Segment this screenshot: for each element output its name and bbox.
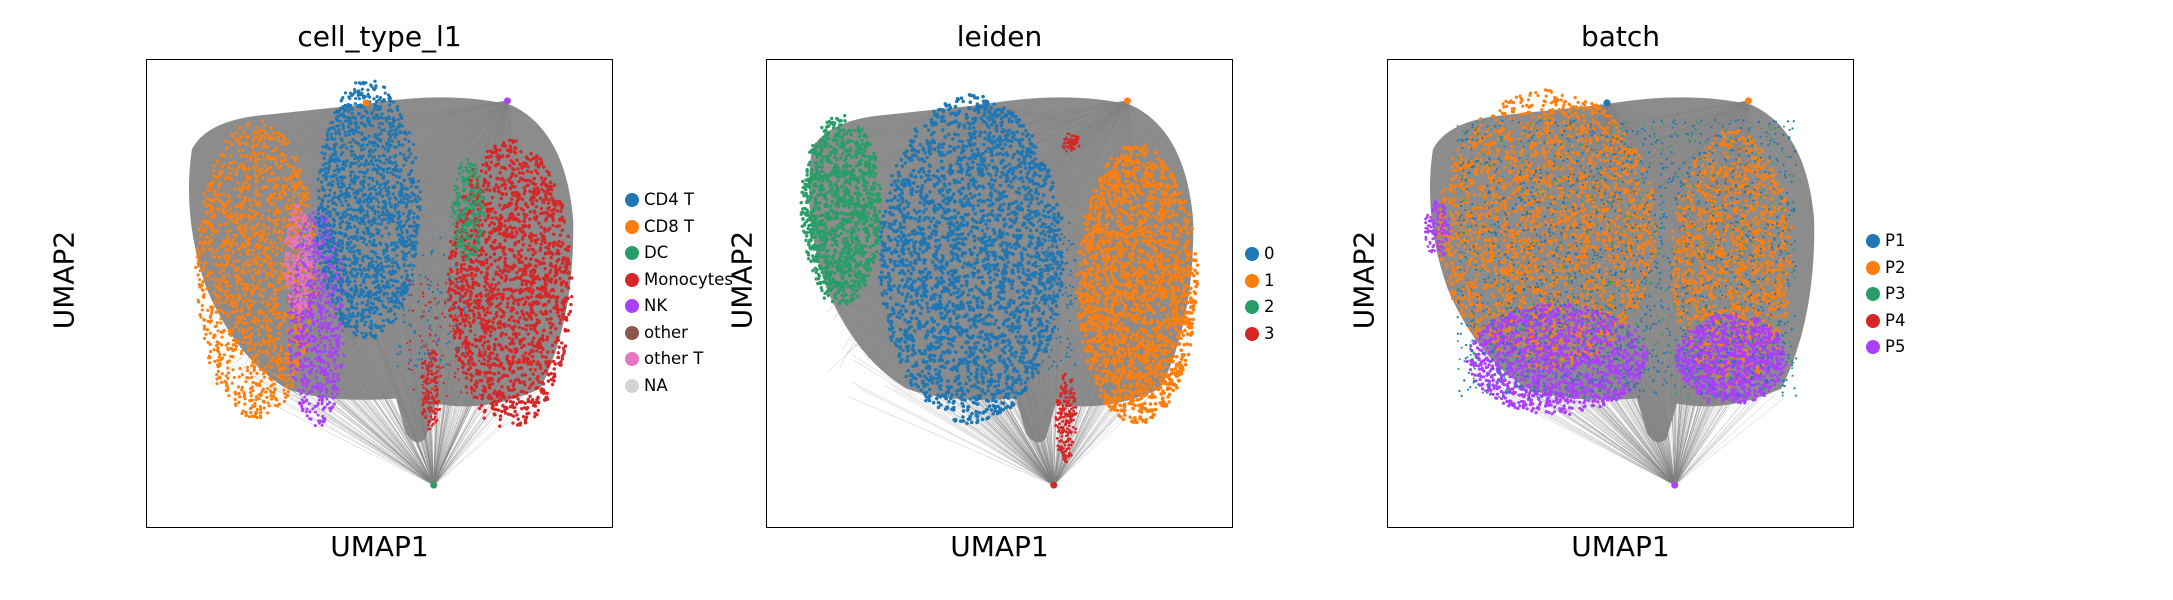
legend-swatch	[625, 325, 639, 340]
legend-label: 0	[1264, 243, 1275, 265]
legend-label: 3	[1264, 323, 1275, 345]
legend-item-p2: P2	[1866, 257, 1905, 279]
cells-p1	[1456, 118, 1798, 400]
legend-label: P5	[1885, 336, 1905, 358]
panel-title-cell-type: cell_type_l1	[146, 20, 613, 53]
legend-swatch	[1866, 234, 1880, 248]
legend-item-p1: P1	[1866, 230, 1905, 252]
legend-label: other T	[644, 348, 703, 370]
panel-title-batch: batch	[1387, 20, 1854, 53]
legend-item-3: 3	[1245, 323, 1275, 345]
legend-item-monocytes: Monocytes	[625, 269, 733, 291]
cluster-monocytes	[446, 138, 574, 428]
legend-item-2: 2	[1245, 296, 1275, 318]
legend-item-cd4-t: CD4 T	[625, 189, 694, 211]
legend-label: NK	[644, 295, 667, 317]
graph-hub-point	[1744, 97, 1752, 105]
legend-item-1: 1	[1245, 270, 1275, 292]
legend-swatch	[1866, 287, 1880, 301]
legend-label: 1	[1264, 270, 1275, 292]
legend-label: P2	[1885, 257, 1905, 279]
legend-label: CD4 T	[644, 189, 694, 211]
legend-swatch	[1245, 247, 1259, 261]
legend-label: 2	[1264, 296, 1275, 318]
cluster-dc	[450, 158, 486, 261]
legend-swatch	[1866, 313, 1880, 328]
cluster-monocytes-tail	[420, 349, 443, 431]
legend-item-nk: NK	[625, 295, 667, 317]
cells-p5	[1465, 302, 1649, 416]
graph-hub-point	[1123, 97, 1131, 105]
legend-label: DC	[644, 242, 668, 264]
legend-label: Monocytes	[644, 269, 733, 291]
legend-label: P1	[1885, 230, 1905, 252]
legend-swatch	[625, 378, 639, 393]
legend-item-p4: P4	[1866, 310, 1905, 332]
x-axis-label-panel-2: UMAP1	[766, 530, 1233, 563]
graph-hub-point	[1050, 481, 1058, 489]
legend-label: P3	[1885, 283, 1905, 305]
cluster-0	[877, 93, 1065, 426]
x-axis-label-panel-1: UMAP1	[146, 530, 613, 563]
umap-scatter-panel-1	[188, 79, 574, 489]
legend-item-dc: DC	[625, 242, 668, 264]
legend-swatch	[1245, 326, 1259, 341]
legend-swatch	[625, 219, 639, 234]
legend-item-na: NA	[625, 375, 668, 397]
legend-item-cd8-t: CD8 T	[625, 216, 694, 238]
cells-p2	[1436, 88, 1658, 371]
legend-swatch	[1866, 340, 1880, 354]
legend-swatch	[625, 352, 639, 366]
legend-swatch	[625, 299, 639, 313]
legend-swatch	[1866, 260, 1880, 275]
legend-label: NA	[644, 375, 668, 397]
cluster-1	[1075, 144, 1200, 425]
plot-area-panel-3	[1387, 59, 1854, 528]
legend-item-0: 0	[1245, 243, 1275, 265]
graph-hub-point	[982, 99, 990, 107]
legend-swatch	[625, 272, 639, 287]
legend-item-p3: P3	[1866, 283, 1905, 305]
graph-hub-point	[1671, 481, 1679, 489]
y-axis-label-panel-2: UMAP2	[726, 231, 759, 330]
legend-swatch	[625, 246, 639, 260]
y-axis-label-panel-1: UMAP2	[48, 231, 81, 330]
cells-p5-left	[1423, 200, 1451, 258]
legend-label: CD8 T	[644, 216, 694, 238]
legend-item-other: other	[625, 322, 688, 344]
scattered-cells	[395, 235, 467, 370]
legend-swatch	[1245, 273, 1259, 288]
scattered-cells	[1035, 218, 1077, 370]
legend-swatch	[625, 193, 639, 207]
panel-title-leiden: leiden	[766, 20, 1233, 53]
graph-hub-point	[1603, 99, 1611, 107]
cluster-2	[799, 113, 883, 306]
graph-hub-point	[430, 481, 438, 489]
legend-label: P4	[1885, 310, 1905, 332]
plot-area-panel-1	[146, 59, 613, 528]
cluster-3-top	[1061, 132, 1081, 153]
legend-item-p5: P5	[1866, 336, 1905, 358]
x-axis-label-panel-3: UMAP1	[1387, 530, 1854, 563]
umap-scatter-panel-2	[799, 93, 1200, 489]
cluster-cd4-t	[313, 79, 422, 340]
cells-p3	[1456, 119, 1797, 400]
legend-label: other	[644, 322, 688, 344]
legend-swatch	[1245, 300, 1259, 314]
graph-hub-point	[503, 97, 511, 105]
umap-scatter-panel-3	[1423, 88, 1815, 489]
cluster-3	[1054, 372, 1078, 464]
legend-item-other-t: other T	[625, 348, 703, 370]
plot-area-panel-2	[766, 59, 1233, 528]
y-axis-label-panel-3: UMAP2	[1348, 231, 1381, 330]
graph-hub-point	[362, 99, 370, 107]
cluster-other-t	[283, 203, 314, 315]
